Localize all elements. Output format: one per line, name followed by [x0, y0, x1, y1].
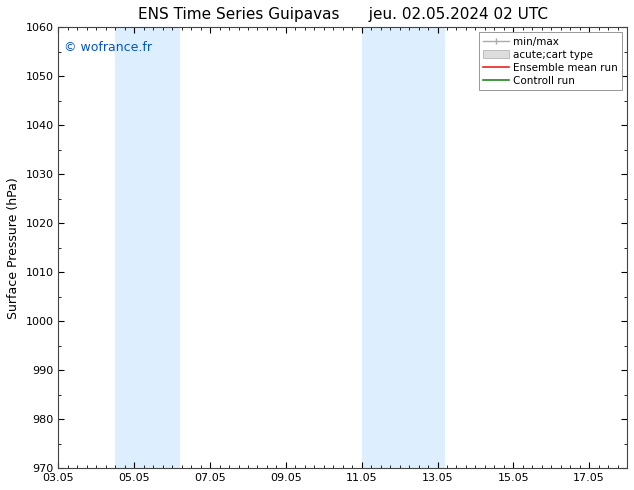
Y-axis label: Surface Pressure (hPa): Surface Pressure (hPa)	[7, 177, 20, 318]
Bar	[362, 27, 445, 468]
Legend: min/max, acute;cart type, Ensemble mean run, Controll run: min/max, acute;cart type, Ensemble mean …	[479, 32, 622, 90]
Bar	[115, 27, 180, 468]
Text: © wofrance.fr: © wofrance.fr	[64, 41, 152, 53]
Title: ENS Time Series Guipavas      jeu. 02.05.2024 02 UTC: ENS Time Series Guipavas jeu. 02.05.2024…	[138, 7, 548, 22]
